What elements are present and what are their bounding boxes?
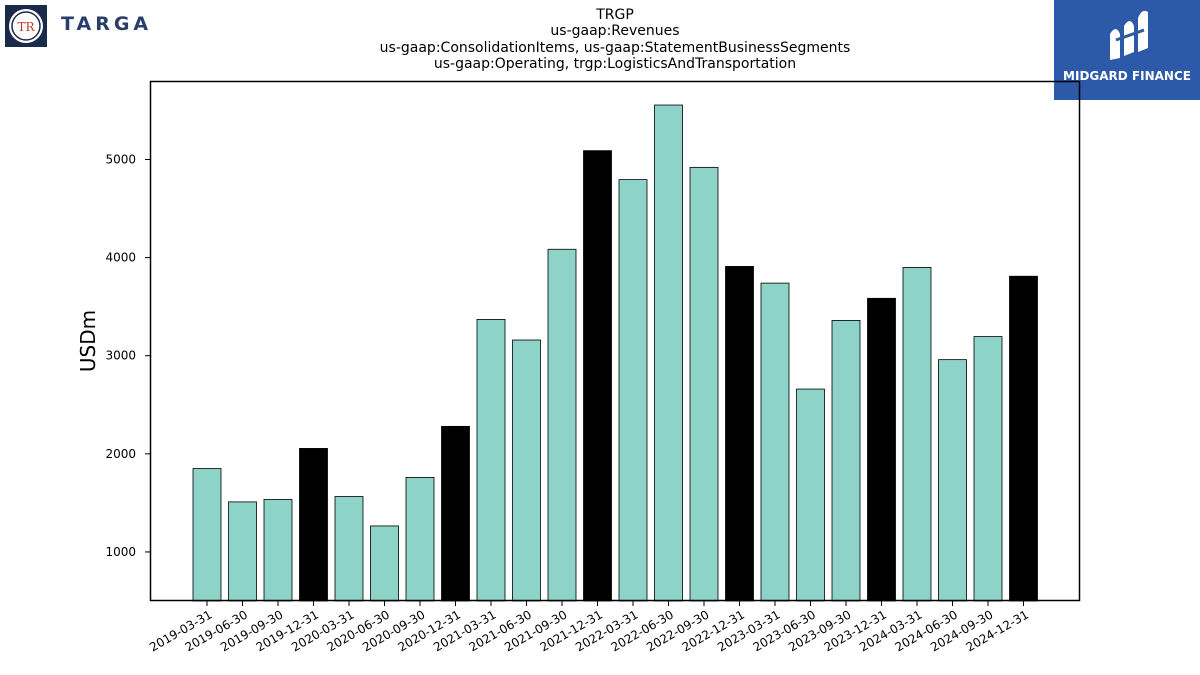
bar-2021-03-31 (476, 319, 506, 602)
bar-2019-09-30 (263, 499, 293, 602)
y-tick-label: 3000 (105, 349, 136, 363)
targa-seal-text: TR (17, 20, 35, 34)
targa-logo: TR TARGA (5, 5, 165, 47)
chart-title-line-3: us-gaap:ConsolidationItems, us-gaap:Stat… (379, 39, 851, 56)
bar-2021-06-30 (512, 339, 541, 602)
bar-2024-06-30 (938, 359, 967, 602)
bar-2023-12-31 (867, 297, 896, 602)
midgard-finance-logo: MIDGARD FINANCE (1054, 0, 1200, 100)
bar-2020-03-31 (334, 496, 364, 602)
bar-2024-09-30 (973, 336, 1003, 602)
chart-title-line-4: us-gaap:Operating, trgp:LogisticsAndTran… (433, 55, 797, 72)
bar-2022-03-31 (618, 179, 648, 602)
y-tick-label: 5000 (105, 152, 136, 166)
y-tick-label: 4000 (105, 251, 136, 265)
bar-2024-12-31 (1009, 275, 1038, 602)
chart-title-block: TRGP us-gaap:Revenues us-gaap:Consolidat… (315, 7, 915, 72)
bar-2020-09-30 (405, 476, 435, 602)
bar-2020-12-31 (441, 425, 470, 602)
bar-2021-12-31 (583, 150, 612, 602)
midgard-mark-icon (1110, 10, 1148, 60)
y-tick-label: 2000 (105, 447, 136, 461)
y-axis: 1000 2000 3000 4000 5000 (105, 152, 150, 559)
bar-2022-06-30 (654, 104, 683, 602)
y-tick-label: 1000 (105, 545, 136, 559)
bar-group (192, 104, 1038, 602)
targa-seal-icon: TR (5, 5, 47, 47)
bar-2021-09-30 (547, 248, 577, 602)
bar-2024-03-31 (902, 267, 932, 602)
bar-2023-09-30 (831, 319, 861, 602)
x-axis: 2019-03-312019-06-302019-09-302019-12-31… (147, 601, 1031, 654)
bar-2023-03-31 (760, 282, 790, 602)
bar-2019-03-31 (192, 468, 222, 602)
bar-2020-06-30 (370, 525, 399, 602)
bar-2019-12-31 (299, 448, 328, 602)
plot-frame (149, 80, 1081, 602)
chart-title-line-1: TRGP (596, 7, 634, 23)
midgard-brand-text: MIDGARD FINANCE (1063, 69, 1191, 83)
bar-2019-06-30 (228, 501, 257, 602)
bar-2022-12-31 (725, 266, 754, 602)
y-axis-label: USDm (76, 310, 100, 372)
bar-2022-09-30 (689, 166, 719, 602)
bar-2023-06-30 (796, 388, 825, 602)
targa-brand-text: TARGA (61, 13, 153, 35)
chart-title-line-2: us-gaap:Revenues (550, 23, 680, 40)
